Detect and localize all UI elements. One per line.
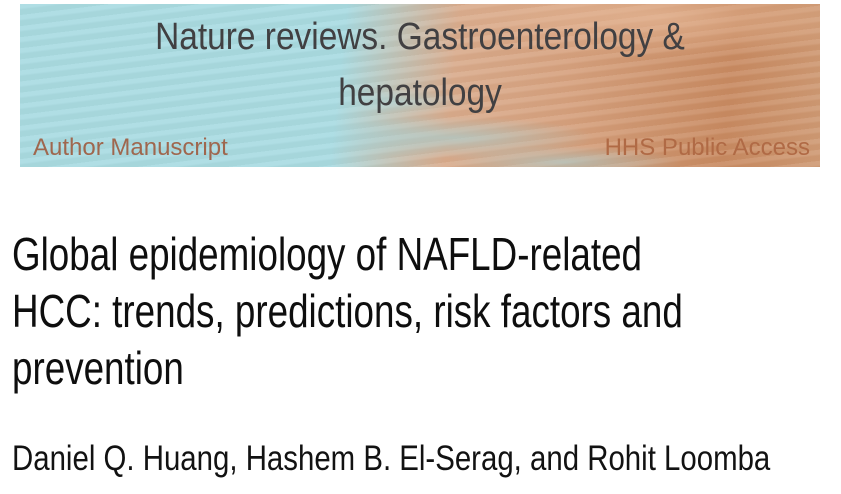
article-title-line: Global epidemiology of NAFLD-related <box>12 228 643 280</box>
journal-banner: Nature reviews. Gastroenterology & hepat… <box>20 4 820 167</box>
article-title-line: prevention <box>12 342 184 394</box>
article-title: Global epidemiology of NAFLD-related HCC… <box>12 226 683 397</box>
author-manuscript-label: Author Manuscript <box>33 134 228 161</box>
hhs-public-access-label: HHS Public Access <box>604 134 810 161</box>
journal-title-line: Nature reviews. Gastroenterology & <box>155 16 685 58</box>
journal-title-line: hepatology <box>338 72 502 114</box>
article-title-line: HCC: trends, predictions, risk factors a… <box>12 285 683 337</box>
article-authors: Daniel Q. Huang, Hashem B. El-Serag, and… <box>12 439 771 478</box>
banner-labels: Author Manuscript HHS Public Access <box>33 134 810 162</box>
journal-title: Nature reviews. Gastroenterology & hepat… <box>68 9 772 121</box>
